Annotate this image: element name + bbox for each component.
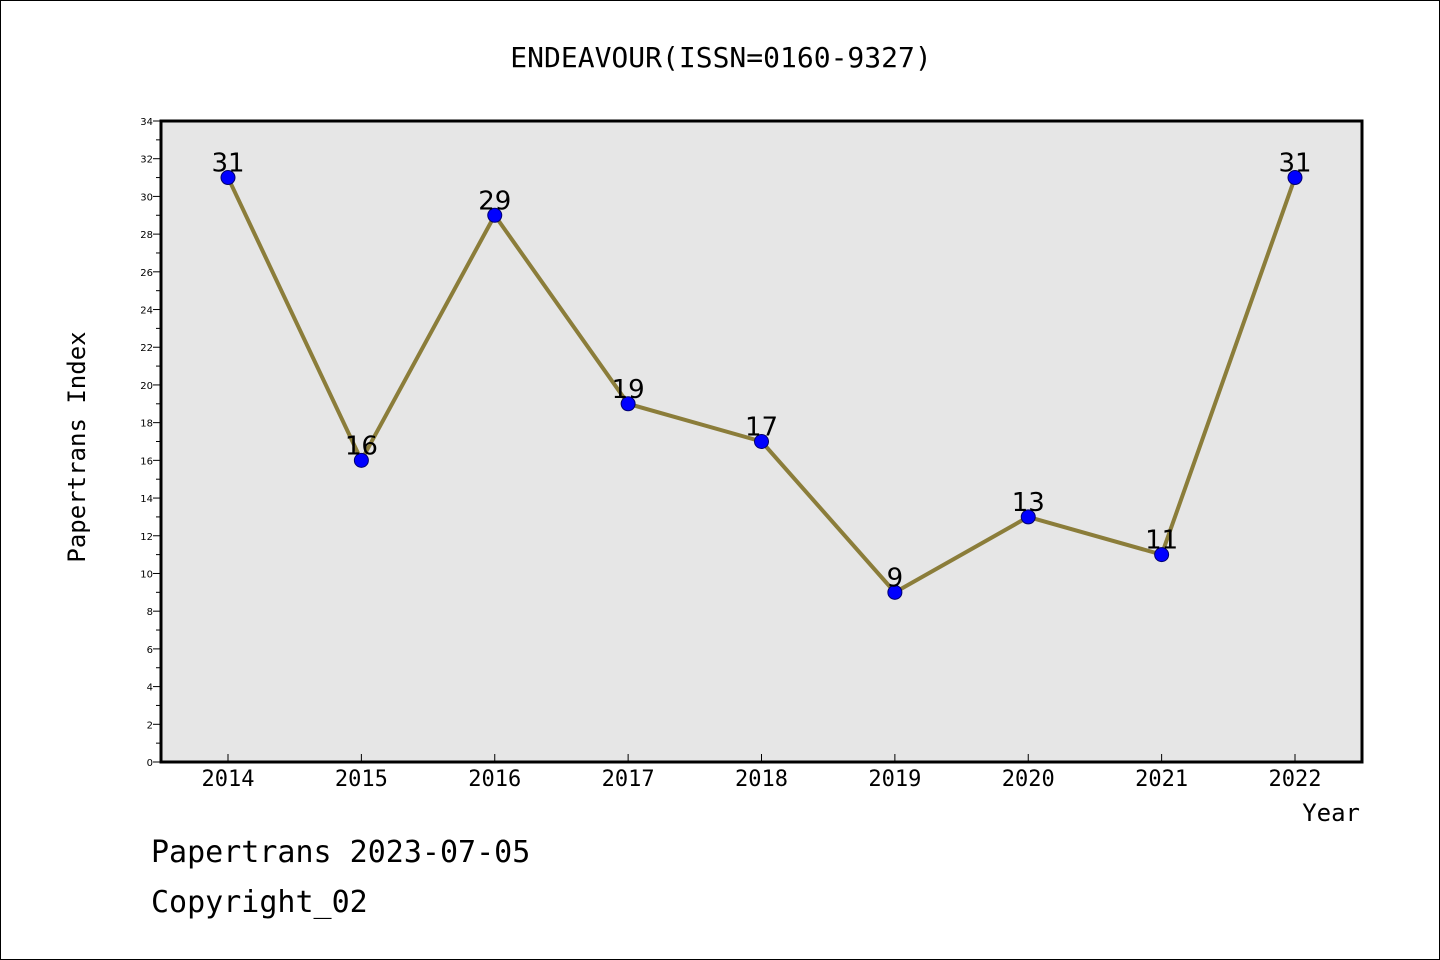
y-tick-label: 2 <box>147 720 153 731</box>
y-tick-label: 14 <box>140 494 153 505</box>
y-tick-label: 0 <box>147 758 153 769</box>
footer-date: Papertrans 2023-07-05 <box>151 835 531 870</box>
data-label: 19 <box>612 375 645 405</box>
data-point <box>887 584 903 600</box>
x-tick-label: 2019 <box>868 767 921 792</box>
x-tick-label: 2021 <box>1135 767 1188 792</box>
y-tick-label: 16 <box>140 456 153 467</box>
y-tick-label: 4 <box>147 683 153 694</box>
data-label: 29 <box>478 186 511 216</box>
y-tick-label: 20 <box>140 381 153 392</box>
y-tick-label: 8 <box>147 607 153 618</box>
data-point <box>1020 509 1036 525</box>
x-axis-label: Year <box>1302 799 1360 827</box>
data-label: 13 <box>1012 488 1045 518</box>
x-tick-label: 2015 <box>335 767 388 792</box>
data-point <box>620 396 636 412</box>
chart-title: ENDEAVOUR(ISSN=0160-9327) <box>510 41 931 74</box>
x-axis: 2014 2015 2016 2017 2018 2019 2020 2021 2022 <box>202 754 1322 792</box>
data-point <box>754 434 769 449</box>
y-tick-label: 34 <box>140 117 153 128</box>
y-tick-label: 24 <box>140 306 153 317</box>
y-tick-label: 32 <box>140 155 153 166</box>
data-label: 16 <box>345 431 378 461</box>
data-point <box>1287 170 1303 186</box>
y-axis-label: Papertrans Index <box>63 331 91 562</box>
x-tick-label: 2014 <box>202 767 255 792</box>
y-tick-label: 26 <box>140 268 153 279</box>
x-tick-label: 2016 <box>468 767 521 792</box>
data-point <box>1154 547 1170 563</box>
data-label: 11 <box>1145 526 1178 556</box>
data-label: 17 <box>745 413 778 443</box>
data-label: 9 <box>887 563 904 593</box>
data-label: 31 <box>211 149 244 179</box>
y-tick-label: 12 <box>140 532 153 543</box>
x-tick-label: 2018 <box>735 767 788 792</box>
data-label: 31 <box>1278 149 1311 179</box>
y-tick-label: 30 <box>140 192 153 203</box>
series-group: 31 16 29 19 17 9 13 11 31 <box>211 149 1312 600</box>
x-tick-label: 2017 <box>602 767 655 792</box>
x-tick-label: 2022 <box>1269 767 1322 792</box>
y-tick-label: 22 <box>140 343 153 354</box>
data-point <box>353 452 369 468</box>
y-tick-label: 10 <box>140 569 153 580</box>
y-tick-label: 6 <box>147 645 153 656</box>
x-tick-label: 2020 <box>1002 767 1055 792</box>
y-tick-label: 28 <box>140 230 153 241</box>
data-point <box>487 207 503 223</box>
footer-copyright: Copyright_02 <box>151 885 368 920</box>
data-point <box>220 170 236 186</box>
y-tick-label: 18 <box>140 419 153 430</box>
